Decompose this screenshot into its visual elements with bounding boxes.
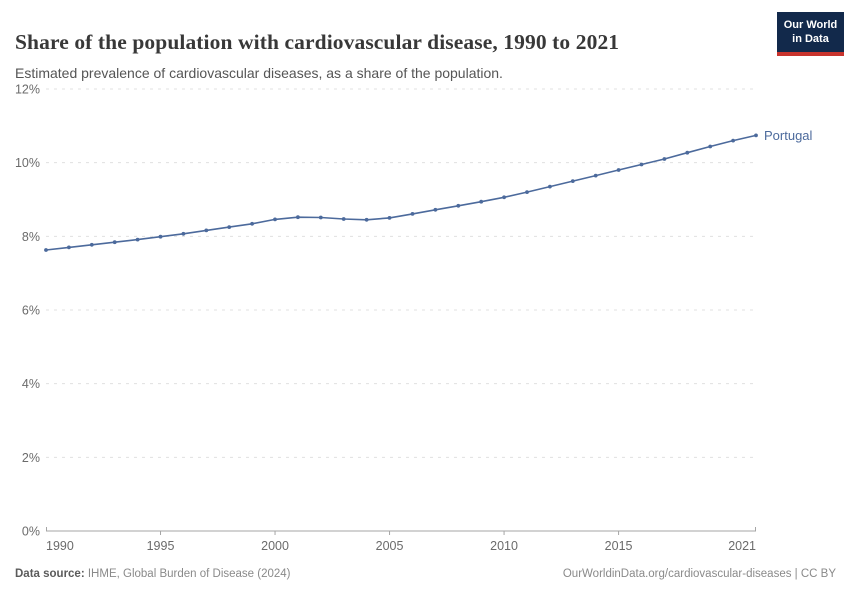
data-point — [433, 207, 438, 212]
data-point — [570, 179, 575, 184]
data-point — [616, 168, 621, 172]
data-point — [410, 212, 415, 216]
data-point — [273, 217, 277, 222]
series-end-label: Portugal — [764, 128, 813, 143]
x-axis-tick-label: 2021 — [728, 539, 756, 553]
x-axis-tick-label: 2015 — [605, 539, 633, 553]
owid-logo[interactable]: Our World in Data — [777, 12, 844, 56]
data-point — [341, 217, 346, 221]
data-point — [502, 195, 506, 200]
data-point — [181, 231, 186, 236]
data-point — [662, 157, 667, 161]
data-source-value: IHME, Global Burden of Disease (2024) — [84, 568, 291, 580]
x-axis-tick-label: 1995 — [147, 539, 175, 553]
y-axis-tick-label: 4% — [22, 377, 40, 391]
y-axis-tick-label: 8% — [22, 230, 40, 244]
y-axis-tick-label: 12% — [15, 83, 40, 97]
data-point — [548, 184, 552, 189]
data-point — [112, 240, 117, 245]
data-point — [89, 242, 94, 247]
data-point — [67, 245, 71, 250]
data-point — [296, 215, 300, 220]
data-source-note: Data source: IHME, Global Burden of Dise… — [15, 568, 291, 580]
data-point — [708, 144, 713, 149]
owid-logo-line2: in Data — [792, 33, 829, 46]
data-point — [593, 173, 598, 178]
data-point — [731, 138, 735, 143]
x-axis-tick-label: 2000 — [261, 539, 289, 553]
data-point — [135, 237, 140, 242]
data-point — [204, 228, 209, 233]
data-point — [318, 215, 323, 220]
page-subtitle: Estimated prevalence of cardiovascular d… — [15, 65, 503, 81]
series-line — [45, 134, 757, 251]
x-axis-tick-label: 2005 — [376, 539, 404, 553]
y-axis-tick-label: 10% — [15, 156, 40, 170]
data-point — [364, 217, 369, 222]
x-axis-tick-label: 2010 — [490, 539, 518, 553]
data-point — [479, 199, 484, 204]
y-axis-tick-label: 6% — [22, 304, 40, 318]
data-point — [685, 150, 690, 155]
data-point — [250, 221, 255, 226]
owid-logo-line1: Our World — [783, 19, 838, 31]
data-point — [387, 216, 392, 220]
data-point — [158, 234, 163, 239]
data-point — [639, 162, 644, 167]
license-link[interactable]: OurWorldinData.org/cardiovascular-diseas… — [562, 568, 836, 580]
data-point — [525, 190, 529, 195]
page-title: Share of the population with cardiovascu… — [15, 30, 620, 55]
data-point — [44, 248, 48, 252]
data-point — [456, 203, 461, 208]
x-axis-tick-label: 1990 — [46, 539, 74, 553]
data-source-label: Data source: — [15, 568, 85, 580]
data-point — [754, 133, 758, 138]
data-point — [227, 225, 232, 230]
y-axis-tick-label: 0% — [22, 525, 40, 539]
y-axis-tick-label: 2% — [22, 451, 40, 465]
